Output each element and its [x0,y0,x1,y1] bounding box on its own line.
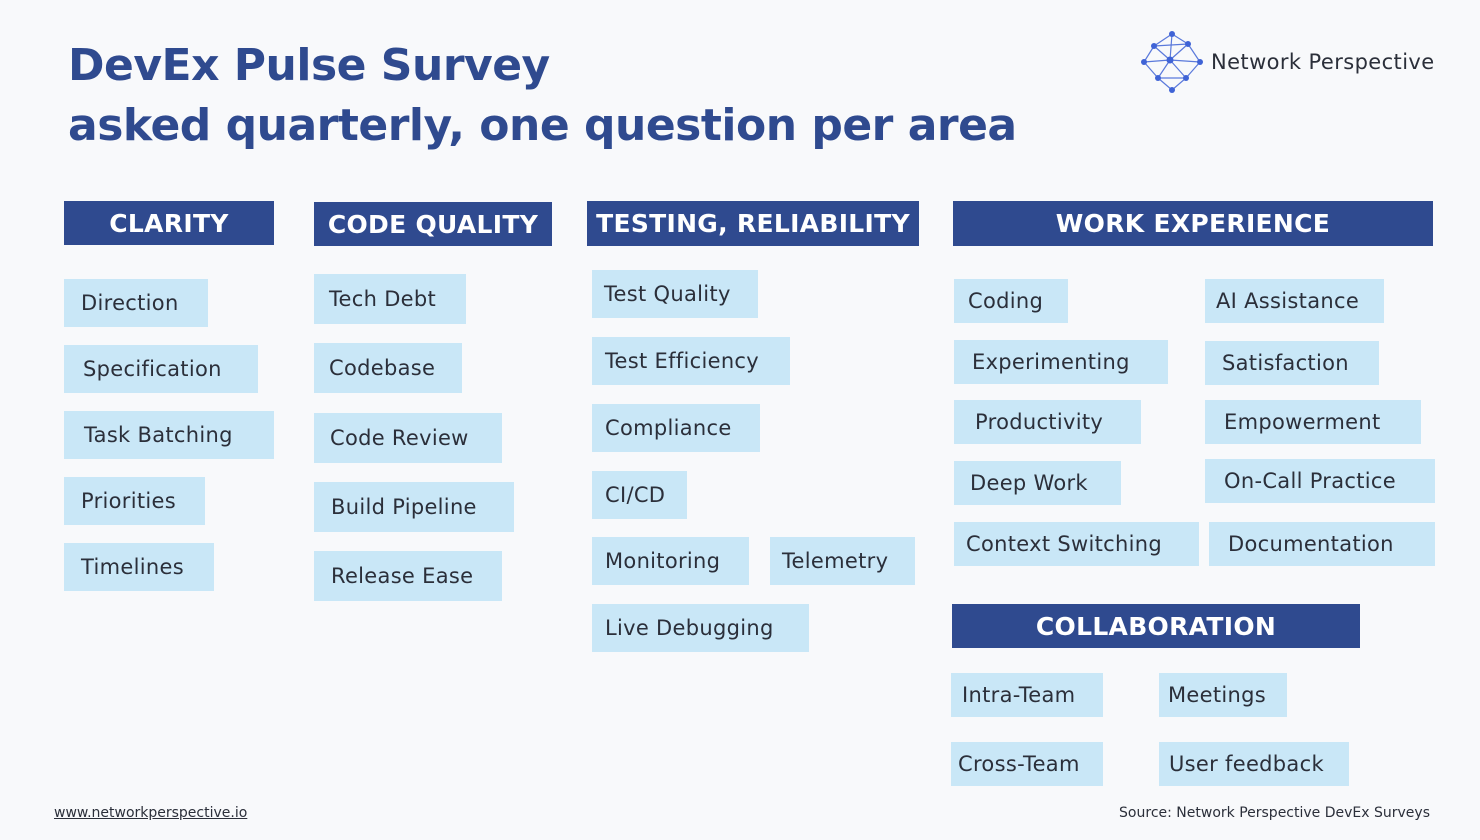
tile-cross-team: Cross-Team [951,742,1103,786]
tile-telemetry: Telemetry [770,537,915,585]
tile-coding: Coding [954,279,1068,323]
tile-satisfaction: Satisfaction [1205,341,1379,385]
tile-direction: Direction [64,279,208,327]
tile-test-quality: Test Quality [592,270,758,318]
tile-test-efficiency: Test Efficiency [592,337,790,385]
tile-specification: Specification [64,345,258,393]
category-header-code-quality: CODE QUALITY [314,202,552,246]
page-title: DevEx Pulse Survey [68,40,550,91]
website-link[interactable]: www.networkperspective.io [54,805,248,821]
category-header-testing-reliability: TESTING, RELIABILITY [587,201,919,246]
category-header-collaboration: COLLABORATION [952,604,1360,648]
tile-build-pipeline: Build Pipeline [314,482,514,532]
tile-priorities: Priorities [64,477,205,525]
tile-productivity: Productivity [954,400,1141,444]
source-note: Source: Network Perspective DevEx Survey… [1119,805,1430,821]
tile-live-debugging: Live Debugging [592,604,809,652]
tile-timelines: Timelines [64,543,214,591]
tile-codebase: Codebase [314,343,462,393]
tile-ai-assistance: AI Assistance [1205,279,1384,323]
tile-release-ease: Release Ease [314,551,502,601]
tile-empowerment: Empowerment [1205,400,1421,444]
tile-meetings: Meetings [1159,673,1287,717]
tile-ci-cd: CI/CD [592,471,687,519]
category-header-work-experience: WORK EXPERIENCE [953,201,1433,246]
tile-on-call-practice: On-Call Practice [1205,459,1435,503]
category-header-clarity: CLARITY [64,201,274,245]
tile-code-review: Code Review [314,413,502,463]
tile-intra-team: Intra-Team [951,673,1103,717]
page-subtitle: asked quarterly, one question per area [68,100,1017,151]
tile-documentation: Documentation [1209,522,1435,566]
tile-deep-work: Deep Work [954,461,1121,505]
network-graph-icon [1141,31,1203,93]
tile-experimenting: Experimenting [954,340,1168,384]
tile-tech-debt: Tech Debt [314,274,466,324]
tile-compliance: Compliance [592,404,760,452]
brand-logo: Network Perspective [1140,30,1470,94]
tile-monitoring: Monitoring [592,537,749,585]
tile-user-feedback: User feedback [1159,742,1349,786]
brand-name: Network Perspective [1211,50,1435,74]
tile-task-batching: Task Batching [64,411,274,459]
tile-context-switching: Context Switching [954,522,1199,566]
